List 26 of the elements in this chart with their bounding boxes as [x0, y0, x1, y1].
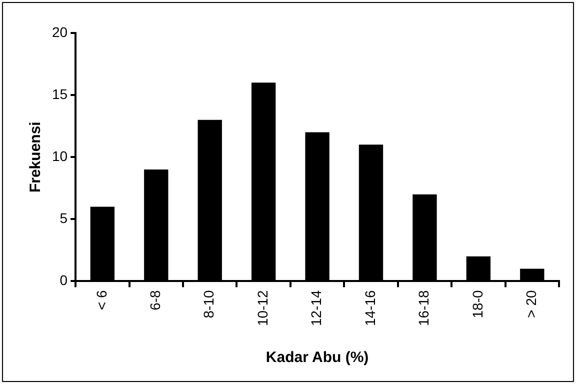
- x-tick-label: < 6: [93, 290, 110, 310]
- x-tick-label: 6-8: [147, 290, 164, 310]
- x-tick-label: 18-0: [469, 290, 486, 318]
- x-tick-label: 8-10: [200, 290, 217, 318]
- x-tick-label: > 20: [523, 290, 539, 318]
- y-axis-title: Frekuensi: [27, 122, 44, 193]
- bar: [90, 206, 115, 280]
- bar: [520, 268, 544, 280]
- x-tick-label: 10-12: [254, 290, 270, 326]
- y-tick-label: 0: [60, 272, 68, 288]
- chart-frame: Kadar Abu (%) Frekuensi < 6 6-8 8-10 10-12 12-14 14-16 16-18 18-0 > 20 0 5 10 15 20: [2, 2, 574, 382]
- x-tick-label: 12-14: [308, 290, 324, 326]
- bar: [198, 120, 222, 280]
- bar: [305, 132, 330, 280]
- y-tick-label: 20: [52, 24, 68, 40]
- y-tick-label: 5: [60, 210, 68, 226]
- x-tick-label: 14-16: [362, 290, 378, 326]
- bar: [412, 194, 437, 280]
- bar: [144, 170, 168, 280]
- x-axis-title: Kadar Abu (%): [266, 349, 369, 366]
- y-tick-label: 10: [52, 148, 68, 164]
- bar: [358, 144, 384, 280]
- bar: [466, 256, 491, 280]
- y-tick-label: 15: [52, 86, 68, 102]
- bar: [251, 82, 276, 280]
- x-tick-label: 16-18: [416, 290, 432, 326]
